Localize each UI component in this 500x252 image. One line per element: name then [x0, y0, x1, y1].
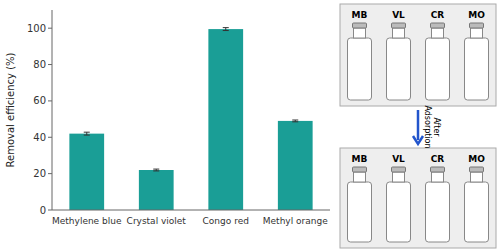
y-tick — [48, 64, 52, 65]
y-tick-label: 0 — [40, 205, 46, 216]
error-bar — [223, 28, 229, 31]
error-cap — [153, 170, 159, 171]
bottle-neck — [354, 28, 366, 38]
bottle-label: MB — [352, 10, 368, 20]
x-axis-line — [52, 210, 330, 211]
arrow — [413, 110, 423, 144]
y-axis-line — [52, 10, 53, 210]
bottle — [465, 182, 489, 242]
x-tick-label: Crystal violet — [127, 216, 187, 226]
bottle-label: MO — [468, 154, 485, 164]
annotation-line: Adsorption — [423, 105, 432, 148]
bottle — [348, 182, 372, 242]
bottle-neck — [393, 172, 405, 182]
x-tick-label: Methyl orange — [263, 216, 328, 226]
bottle-cap — [431, 167, 445, 172]
bottle — [348, 38, 372, 100]
bottle — [387, 38, 411, 100]
arrow-head — [413, 136, 423, 144]
bottle-label: VL — [392, 10, 405, 20]
bottle-neck — [471, 172, 483, 182]
error-bar — [292, 120, 298, 122]
bottle — [426, 182, 450, 242]
y-tick — [48, 173, 52, 174]
y-tick — [48, 210, 52, 211]
bottle-cap — [353, 23, 367, 28]
bottle-label: MB — [352, 154, 368, 164]
error-cap — [84, 132, 90, 133]
error-cap — [84, 135, 90, 136]
error-cap — [153, 169, 159, 170]
bottle-cap — [392, 167, 406, 172]
bottle-neck — [432, 28, 444, 38]
bar — [69, 134, 104, 210]
bottle-label: CR — [431, 10, 445, 20]
y-tick-label: 80 — [33, 59, 46, 70]
photo-panel — [340, 4, 496, 106]
y-tick — [48, 28, 52, 29]
y-tick — [48, 100, 52, 101]
bottle-label: MO — [468, 10, 485, 20]
y-tick-label: 60 — [33, 95, 46, 106]
y-tick-label: 40 — [33, 132, 46, 143]
bottle-label: CR — [431, 154, 445, 164]
error-cap — [292, 121, 298, 122]
bottle-neck — [432, 172, 444, 182]
bar — [139, 170, 174, 210]
x-tick-label: Congo red — [203, 216, 249, 226]
error-cap — [292, 120, 298, 121]
bottle-cap — [392, 23, 406, 28]
x-tick-label: Methylene blue — [52, 216, 122, 226]
error-bar — [153, 169, 159, 171]
error-cap — [223, 30, 229, 31]
bottle-neck — [471, 28, 483, 38]
bottle-cap — [353, 167, 367, 172]
bottle-label: VL — [392, 154, 405, 164]
annotation: AfterAdsorption — [423, 105, 441, 148]
bottle — [426, 38, 450, 100]
y-tick-label: 20 — [33, 168, 46, 179]
bottle-cap — [470, 167, 484, 172]
bottle — [465, 38, 489, 100]
error-bar — [84, 132, 90, 135]
bottle-neck — [354, 172, 366, 182]
chart: 0 20 40 60 80 100 Methylene blue Crystal violet… — [0, 0, 500, 252]
y-tick-label: 100 — [27, 23, 46, 34]
bottle — [387, 182, 411, 242]
bottle-cap — [470, 23, 484, 28]
bar — [208, 29, 243, 210]
y-axis-label: Removal efficiency (%) — [5, 52, 16, 167]
photo-panel — [340, 148, 496, 248]
error-cap — [223, 27, 229, 28]
bottle-neck — [393, 28, 405, 38]
y-tick — [48, 137, 52, 138]
bars — [69, 28, 312, 210]
annotation-line: After — [432, 117, 441, 137]
bar — [278, 121, 313, 210]
arrow-shaft — [417, 110, 420, 140]
bottle-cap — [431, 23, 445, 28]
